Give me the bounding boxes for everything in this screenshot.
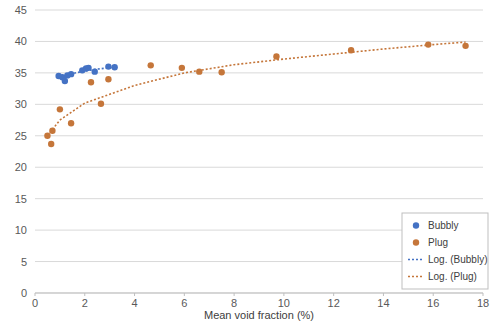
legend-label: Log. (Bubbly) [428,254,487,265]
y-tick-label: 0 [21,287,27,299]
legend-label: Plug [428,237,448,248]
y-tick-label: 5 [21,256,27,268]
y-tick-label: 20 [15,161,27,173]
point [348,47,354,53]
point [148,62,154,68]
point [111,64,117,70]
x-tick-label: 12 [328,297,340,309]
legend-swatch [408,259,424,261]
point [196,68,202,74]
point [48,141,54,147]
x-tick-label: 4 [131,297,137,309]
y-tick-label: 25 [15,130,27,142]
point [105,63,111,69]
point [62,78,68,84]
x-axis-line [35,293,483,294]
point [92,68,98,74]
y-tick-label: 40 [15,35,27,47]
point [425,41,431,47]
x-tick-label: 16 [427,297,439,309]
point [218,69,224,75]
trend-line [47,42,465,136]
x-tick-label: 18 [477,297,489,309]
point [85,65,91,71]
point [273,53,279,59]
point [44,133,50,139]
y-tick-label: 30 [15,98,27,110]
grid-line [35,72,483,73]
point [57,106,63,112]
y-tick-label: 10 [15,224,27,236]
marks [44,41,469,147]
point [105,76,111,82]
grid-line [35,198,483,199]
point [179,65,185,71]
point [68,120,74,126]
grid-line [35,10,483,11]
grid-line [35,293,483,294]
point [68,71,74,77]
grid-line [35,167,483,168]
y-tick-label: 45 [15,4,27,16]
point [98,101,104,107]
point [462,43,468,49]
x-axis-title: Mean void fraction (%) [204,309,314,321]
grid-line [35,41,483,42]
legend: Bubbly Plug Log. (Bubbly) Log. (Plug) [402,213,488,289]
point [49,128,55,134]
x-tick-label: 0 [32,297,38,309]
legend-swatch [408,276,424,278]
legend-label: Log. (Plug) [428,271,477,282]
x-tick-label: 2 [82,297,88,309]
legend-swatch [413,222,419,228]
chart: 0 5 10 15 20 25 30 35 40 45 0 2 4 6 8 10 12 14 16 18 Mean vo… [0,0,495,323]
grid-line [35,135,483,136]
x-tick-label: 10 [278,297,290,309]
x-tick-label: 14 [377,297,389,309]
point [88,79,94,85]
legend-swatch [413,239,419,245]
x-tick-label: 6 [181,297,187,309]
y-tick-label: 35 [15,67,27,79]
y-tick-label: 15 [15,193,27,205]
x-tick-label: 8 [231,297,237,309]
legend-label: Bubbly [428,220,459,231]
legend-box [402,213,488,289]
